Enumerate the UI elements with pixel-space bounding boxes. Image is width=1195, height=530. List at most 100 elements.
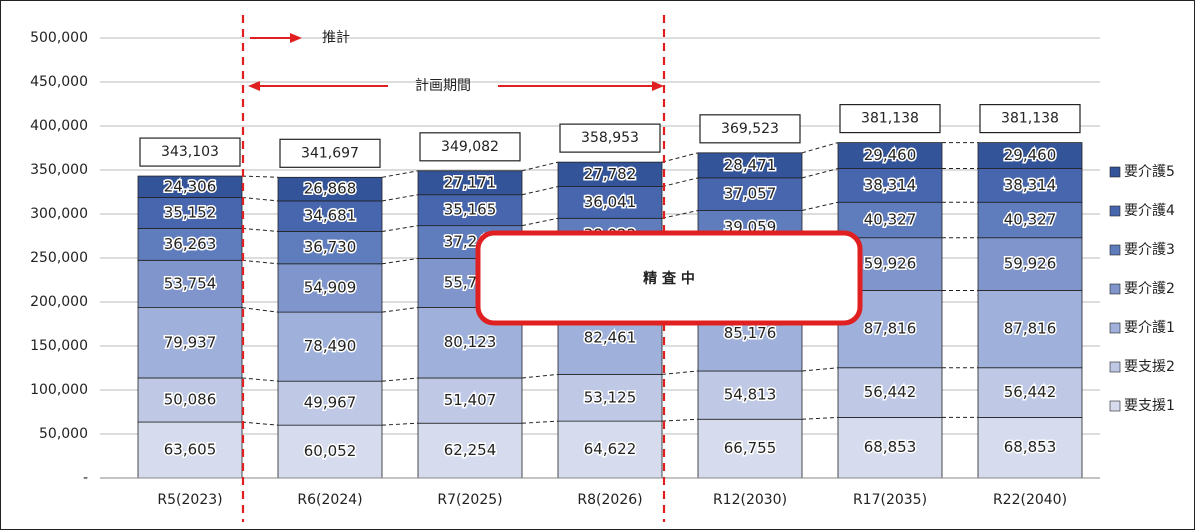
connector-line [241,259,279,265]
connector-line [241,196,279,202]
total-box [839,103,941,134]
overlay-text: 精 査 中 [643,270,695,287]
value-label: 59,926 [864,255,917,273]
legend-label: 要介護4 [1124,203,1175,219]
value-label: 36,263 [164,235,217,253]
value-label: 37,057 [724,185,777,203]
legend-swatch [1109,244,1121,256]
y-tick-label: 400,000 [30,118,88,134]
bar-segment [697,418,803,479]
bar-segment [137,421,243,479]
total-box [279,138,381,168]
connector-line [521,373,559,379]
y-tick-label: 350,000 [30,162,88,178]
value-label: 27,171 [444,173,497,191]
bar-segment [837,367,943,418]
connector-line [381,170,419,178]
connector-line [241,307,279,313]
legend-swatch [1109,322,1121,334]
connector-line [241,421,279,426]
total-label: 381,138 [861,111,919,127]
connector-line [521,186,559,196]
y-tick-label: 150,000 [30,338,88,354]
value-label: 80,123 [444,333,497,351]
total-label: 341,697 [301,145,359,161]
legend-label: 要支援2 [1124,359,1175,375]
value-label: 29,460 [864,146,917,164]
bar-segment [277,380,383,426]
x-tick-label: R5(2023) [157,492,222,508]
value-label: 68,853 [864,438,917,456]
y-tick-label: 300,000 [30,206,88,222]
value-label: 29,460 [1004,146,1057,164]
total-box [979,103,1081,134]
legend-swatch [1109,283,1121,295]
bar-segment [277,200,383,232]
connector-line [241,227,279,232]
bar-segment [277,231,383,265]
value-label: 28,471 [724,156,777,174]
legend-label: 要介護5 [1124,164,1175,180]
y-tick-label: 200,000 [30,294,88,310]
bar-segment [557,186,663,219]
legend-label: 要介護1 [1124,320,1175,336]
bar-segment [557,420,663,479]
bar-segment [417,170,523,196]
y-tick-label: 100,000 [30,382,88,398]
bar-segment [697,370,803,420]
bar-segment [277,424,383,479]
value-label: 54,813 [724,386,777,404]
connector-line [801,168,839,179]
arrowhead [248,81,260,91]
value-label: 35,165 [444,201,497,219]
value-label: 62,254 [444,441,497,459]
connector-line [801,416,839,420]
legend-swatch [1109,166,1121,178]
total-label: 343,103 [161,144,219,160]
x-tick-label: R17(2035) [853,492,927,508]
connector-line [661,152,699,163]
legend-label: 要介護3 [1124,242,1175,258]
bar-segment [977,142,1083,169]
connector-line [381,194,419,202]
value-label: 24,306 [164,177,217,195]
total-box [559,123,661,153]
value-label: 40,327 [864,210,917,228]
bar-segment [837,168,943,203]
value-label: 60,052 [304,442,357,460]
value-label: 78,490 [304,337,357,355]
legend-swatch [1109,400,1121,412]
value-label: 27,782 [584,165,637,183]
y-tick-label: 50,000 [39,426,88,442]
total-label: 381,138 [1001,111,1059,127]
value-label: 63,605 [164,441,217,459]
value-label: 38,314 [1004,176,1057,194]
bar-segment [977,367,1083,418]
legend-label: 要介護2 [1124,281,1175,297]
bar-segment [277,176,383,202]
x-tick-label: R7(2025) [437,492,502,508]
annotation: 推計 [322,30,350,46]
connector-line [521,161,559,172]
legend-label: 要支援1 [1124,398,1175,414]
connector-line [801,367,839,372]
connector-line [801,142,839,154]
bar-segment [277,311,383,382]
bar-segment [137,259,243,309]
x-tick-label: R6(2024) [297,492,362,508]
connector-line [381,306,419,313]
connector-line [241,377,279,382]
bar-segment [837,417,943,479]
value-label: 53,754 [164,274,217,292]
bar-segment [417,377,523,424]
y-tick-label: 250,000 [30,250,88,266]
arrowhead [652,81,664,91]
arrowhead [290,33,302,43]
value-label: 51,407 [444,391,497,409]
y-tick-label: 500,000 [30,30,88,46]
value-label: 49,967 [304,394,357,412]
bar-segment [837,142,943,169]
legend-swatch [1109,361,1121,373]
connector-line [381,257,419,265]
